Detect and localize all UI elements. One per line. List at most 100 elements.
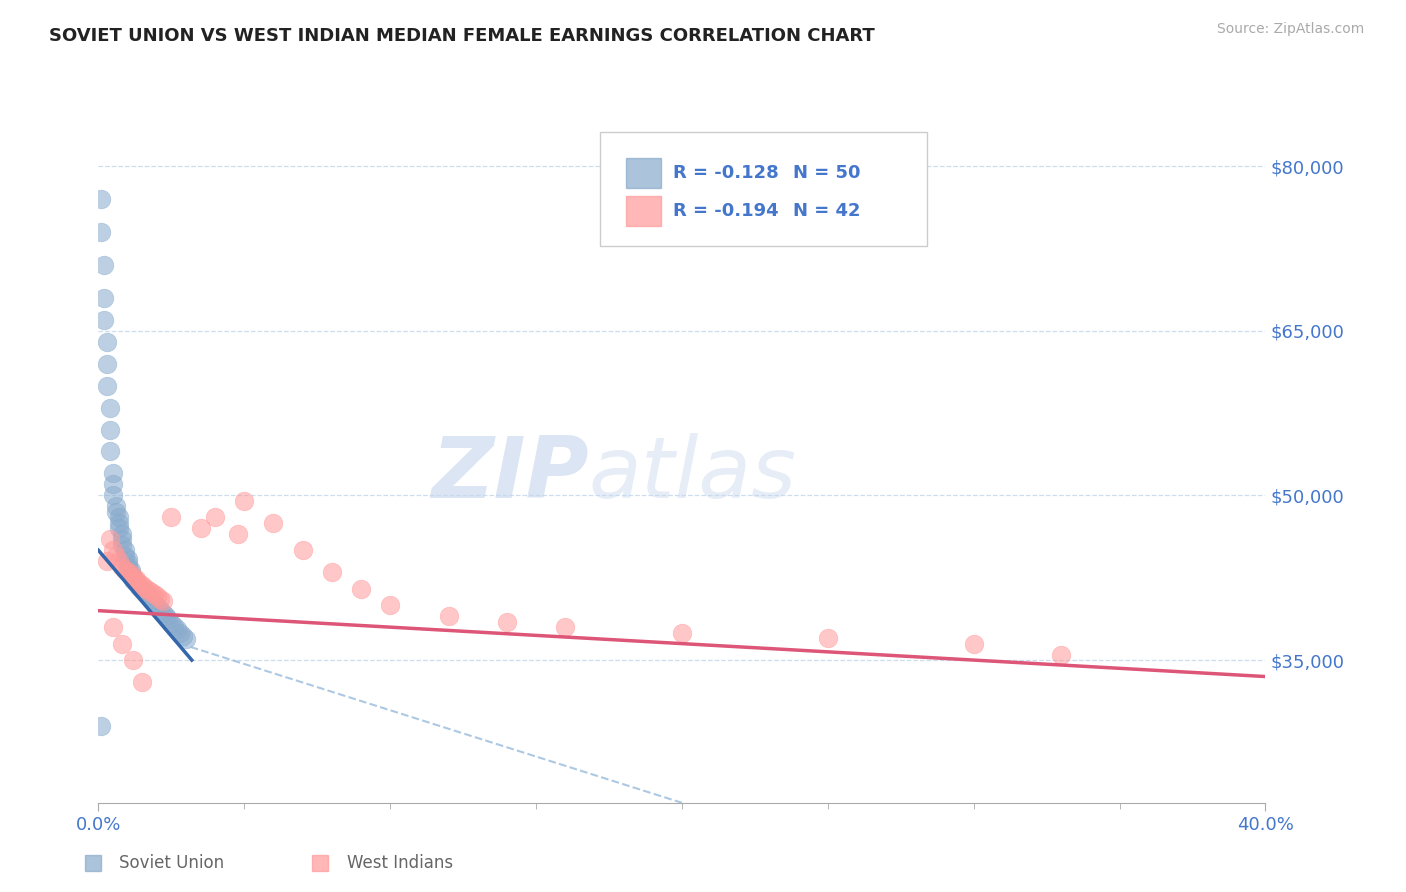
- Point: [128, 576, 150, 591]
- Point: [166, 623, 188, 637]
- Point: [131, 582, 153, 597]
- Point: [90, 225, 112, 239]
- Point: [380, 598, 402, 612]
- Point: [1050, 648, 1073, 662]
- Point: [111, 559, 134, 574]
- Point: [190, 521, 212, 535]
- Point: [122, 573, 145, 587]
- Point: [149, 591, 172, 606]
- Text: N = 50: N = 50: [793, 164, 860, 182]
- Point: [142, 596, 165, 610]
- Point: [228, 526, 250, 541]
- Bar: [626, 196, 661, 227]
- Point: [101, 543, 124, 558]
- Point: [437, 609, 460, 624]
- Point: [554, 620, 576, 634]
- Point: [262, 516, 284, 530]
- Point: [114, 543, 136, 558]
- Point: [169, 625, 191, 640]
- Point: [142, 587, 165, 601]
- Point: [111, 533, 134, 547]
- Point: [104, 549, 127, 563]
- Point: [104, 500, 127, 514]
- Point: [93, 312, 115, 326]
- Point: [136, 590, 159, 604]
- Point: [146, 599, 169, 614]
- Point: [108, 554, 131, 568]
- Point: [496, 615, 519, 629]
- Point: [134, 586, 156, 600]
- Point: [98, 444, 121, 458]
- Point: [155, 609, 177, 624]
- Text: West Indians: West Indians: [347, 855, 453, 872]
- Point: [120, 566, 142, 581]
- Point: [149, 602, 172, 616]
- Point: [163, 619, 186, 633]
- Text: R = -0.194: R = -0.194: [672, 202, 778, 220]
- Point: [90, 192, 112, 206]
- Point: [146, 590, 169, 604]
- Point: [131, 578, 153, 592]
- Point: [117, 552, 139, 566]
- Point: [128, 580, 150, 594]
- Text: ZIP: ZIP: [430, 433, 589, 516]
- Text: atlas: atlas: [589, 433, 797, 516]
- Point: [117, 559, 139, 574]
- Point: [125, 576, 148, 591]
- Point: [174, 632, 197, 647]
- Point: [233, 494, 256, 508]
- Point: [101, 467, 124, 481]
- Point: [114, 549, 136, 563]
- Point: [96, 378, 118, 392]
- Point: [96, 554, 118, 568]
- Point: [152, 606, 174, 620]
- Point: [96, 334, 118, 349]
- Text: R = -0.128: R = -0.128: [672, 164, 779, 182]
- Point: [111, 526, 134, 541]
- Point: [111, 637, 134, 651]
- Point: [962, 637, 984, 651]
- Point: [160, 615, 183, 630]
- Point: [120, 567, 142, 582]
- Point: [101, 620, 124, 634]
- Point: [108, 516, 131, 530]
- Text: Soviet Union: Soviet Union: [120, 855, 225, 872]
- Point: [139, 592, 162, 607]
- Point: [160, 510, 183, 524]
- Point: [291, 543, 314, 558]
- Point: [93, 291, 115, 305]
- Point: [125, 572, 148, 586]
- Point: [122, 569, 145, 583]
- Point: [98, 533, 121, 547]
- Point: [108, 510, 131, 524]
- Text: Source: ZipAtlas.com: Source: ZipAtlas.com: [1216, 22, 1364, 37]
- Point: [111, 538, 134, 552]
- Point: [131, 675, 153, 690]
- Point: [114, 563, 136, 577]
- Point: [671, 625, 693, 640]
- Point: [98, 401, 121, 415]
- Point: [122, 653, 145, 667]
- FancyBboxPatch shape: [600, 132, 927, 246]
- Point: [157, 612, 180, 626]
- Point: [120, 563, 142, 577]
- Point: [122, 569, 145, 583]
- Point: [152, 594, 174, 608]
- Point: [204, 510, 226, 524]
- Point: [125, 574, 148, 588]
- Point: [93, 258, 115, 272]
- Point: [104, 505, 127, 519]
- Point: [134, 581, 156, 595]
- Point: [321, 566, 343, 580]
- Point: [96, 357, 118, 371]
- Point: [101, 477, 124, 491]
- Point: [350, 582, 373, 596]
- Point: [98, 423, 121, 437]
- Bar: [626, 158, 661, 187]
- Point: [101, 488, 124, 502]
- Point: [108, 521, 131, 535]
- Point: [817, 631, 839, 645]
- Point: [172, 629, 194, 643]
- Text: N = 42: N = 42: [793, 202, 860, 220]
- Text: SOVIET UNION VS WEST INDIAN MEDIAN FEMALE EARNINGS CORRELATION CHART: SOVIET UNION VS WEST INDIAN MEDIAN FEMAL…: [49, 27, 875, 45]
